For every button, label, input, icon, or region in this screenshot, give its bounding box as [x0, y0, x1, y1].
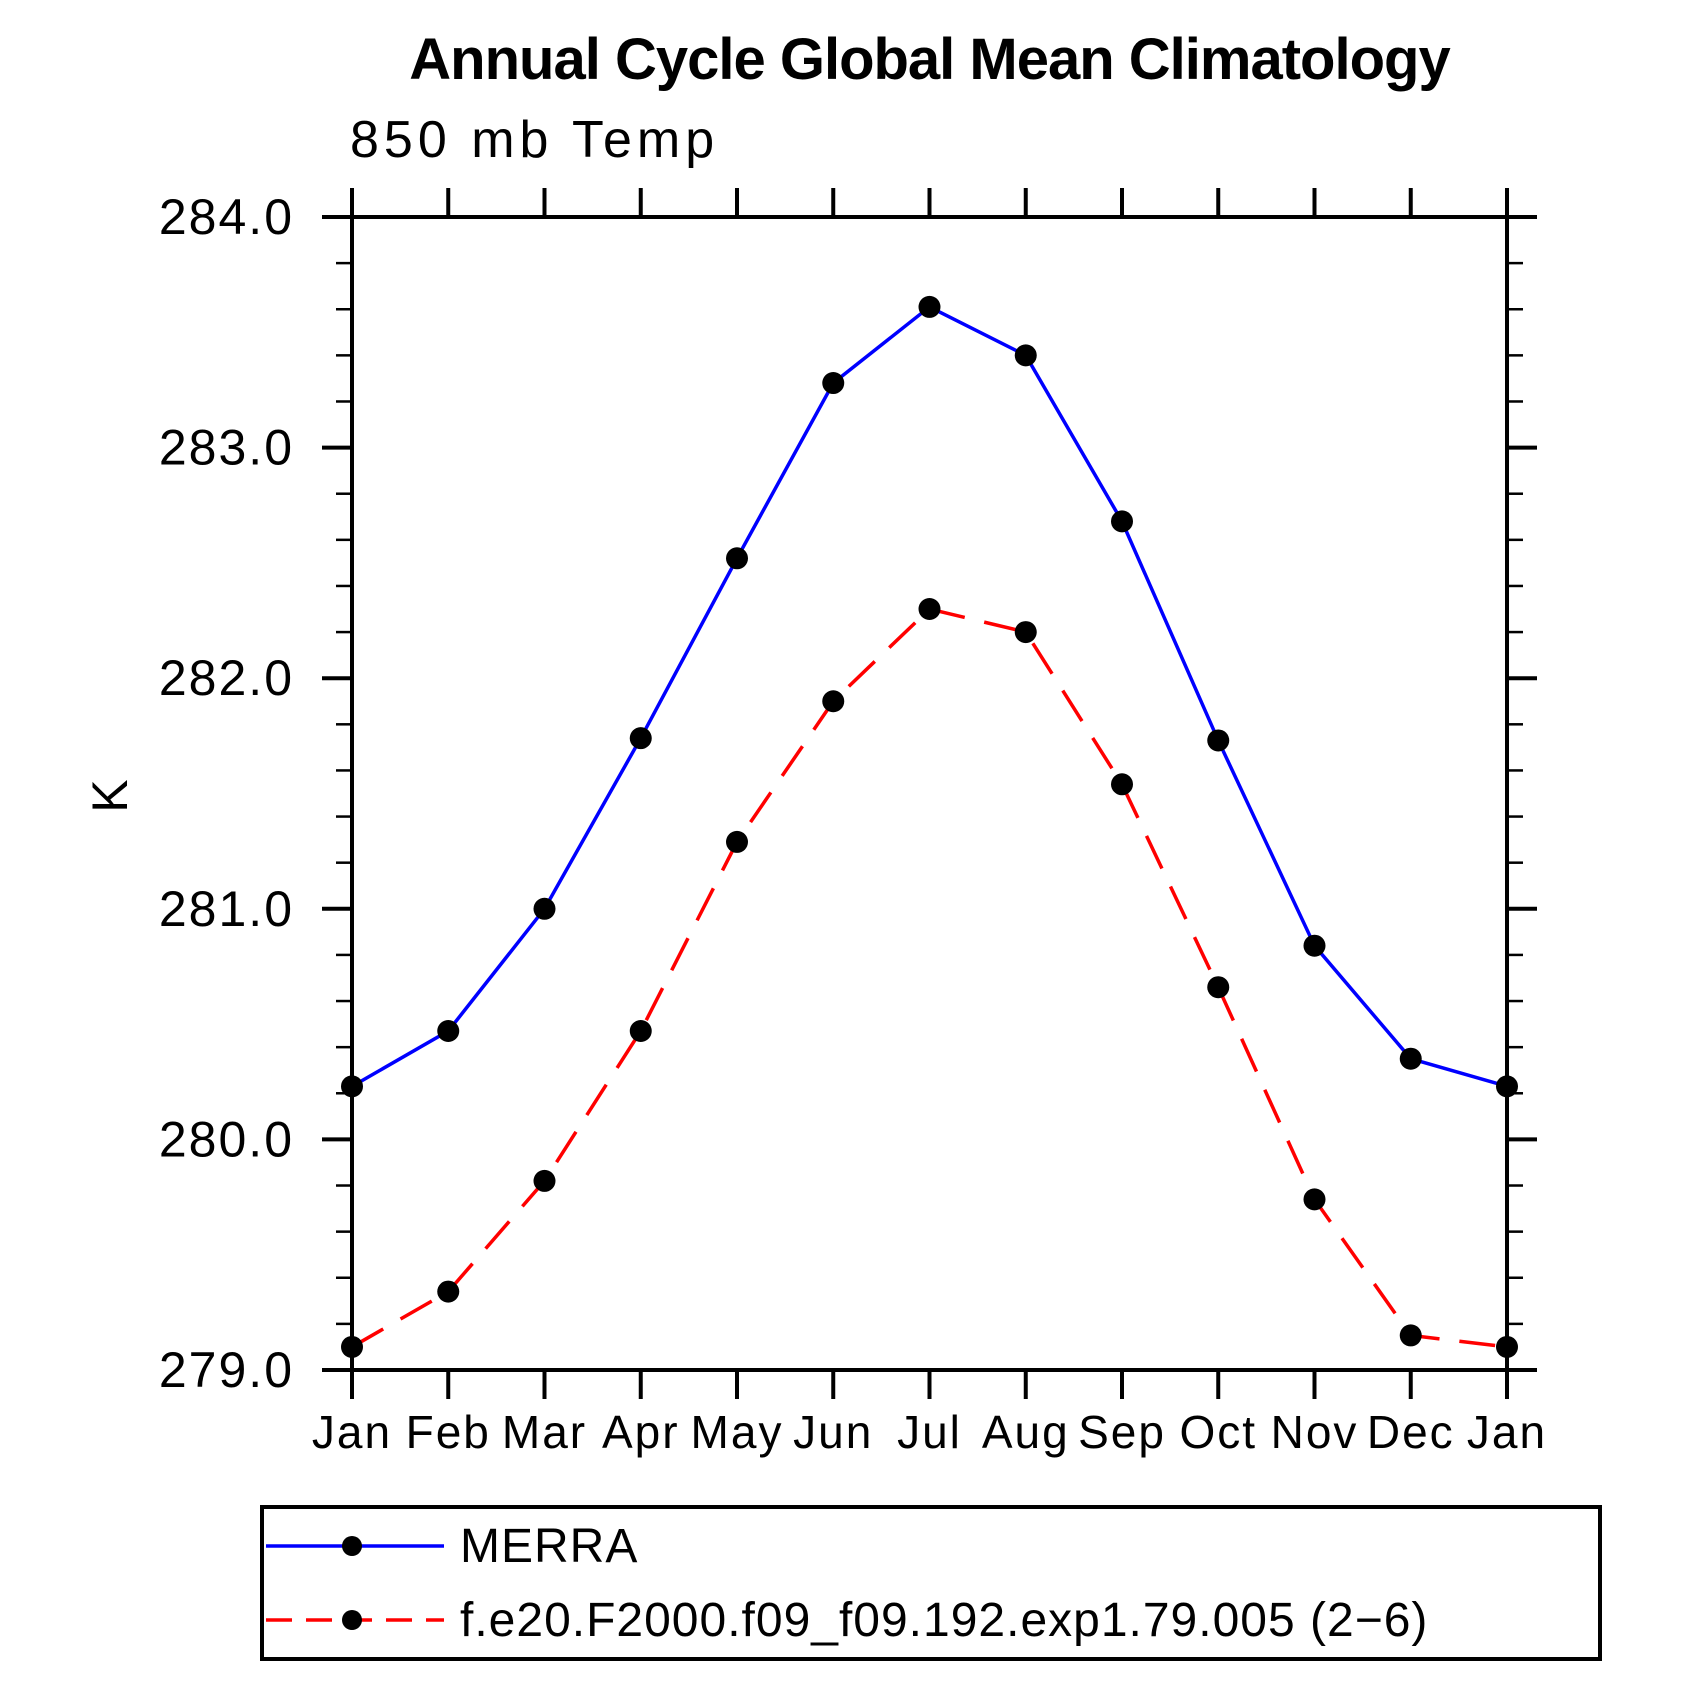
legend-sample-marker: [342, 1536, 362, 1556]
series-marker-merra: [1207, 729, 1230, 752]
series-marker-model: [341, 1335, 363, 1358]
series-marker-model: [629, 1020, 652, 1043]
series-marker-merra: [533, 897, 556, 920]
x-tick-label: Mar: [502, 1406, 587, 1458]
series-marker-merra: [437, 1020, 460, 1043]
series-marker-model: [437, 1280, 460, 1303]
chart-title: Annual Cycle Global Mean Climatology: [409, 27, 1450, 92]
series-marker-model: [1111, 773, 1133, 796]
x-tick-label: Oct: [1179, 1406, 1257, 1458]
legend-item-model: f.e20.F2000.f09_f09.192.exp1.79.005 (2−6…: [264, 1585, 1598, 1655]
chart-subtitle: 850 mb Temp: [350, 111, 720, 169]
series-marker-model: [822, 690, 845, 713]
series-marker-model: [1496, 1335, 1518, 1358]
y-tick-label: 283.0: [159, 420, 294, 476]
plot-frame: [350, 215, 1509, 1372]
legend-sample-marker: [342, 1610, 362, 1630]
legend-label-merra: MERRA: [460, 1519, 639, 1573]
x-tick-label: May: [691, 1406, 784, 1458]
x-tick-label: Jul: [897, 1406, 962, 1458]
series-marker-model: [533, 1169, 556, 1192]
series-marker-merra: [726, 547, 748, 570]
legend-item-merra: MERRA: [264, 1511, 1598, 1581]
series-marker-merra: [1111, 510, 1133, 533]
series-line-merra: [351, 304, 1508, 1089]
series-marker-merra: [1496, 1075, 1518, 1098]
series-marker-merra: [918, 295, 941, 318]
x-tick-label: Dec: [1367, 1406, 1455, 1458]
y-tick-label: 282.0: [159, 650, 294, 706]
x-tick-label: Aug: [982, 1406, 1070, 1458]
x-tick-label: Apr: [602, 1406, 680, 1458]
legend: MERRA f.e20.F2000.f09_f09.192.exp1.79.00…: [260, 1505, 1602, 1661]
series-marker-merra: [341, 1075, 363, 1098]
series-marker-merra: [1014, 344, 1037, 367]
legend-label-model: f.e20.F2000.f09_f09.192.exp1.79.005 (2−6…: [460, 1593, 1429, 1647]
series-marker-merra: [1399, 1047, 1422, 1070]
y-tick-label: 279.0: [159, 1342, 294, 1398]
series-marker-model: [1207, 976, 1230, 999]
x-tick-label: Feb: [406, 1406, 491, 1458]
series-marker-model: [1303, 1188, 1326, 1211]
series-marker-model: [1014, 621, 1037, 644]
series-marker-model: [918, 598, 941, 621]
series-marker-merra: [822, 372, 845, 395]
series-line-model: [351, 607, 1508, 1349]
x-tick-label: Sep: [1078, 1406, 1166, 1458]
x-tick-label: Jun: [793, 1406, 873, 1458]
y-tick-label: 284.0: [159, 189, 294, 245]
y-tick-label: 280.0: [159, 1111, 294, 1167]
y-tick-label: 281.0: [159, 881, 294, 937]
series-marker-model: [1399, 1324, 1422, 1347]
y-axis-title: K: [82, 777, 138, 813]
series-marker-merra: [1303, 934, 1326, 957]
legend-line-sample-model: [266, 1610, 444, 1630]
x-tick-label: Jan: [312, 1406, 392, 1458]
series-marker-merra: [629, 727, 652, 750]
x-tick-label: Nov: [1271, 1406, 1359, 1458]
series-marker-model: [726, 830, 748, 853]
legend-line-sample-merra: [266, 1536, 444, 1556]
x-tick-label: Jan: [1467, 1406, 1547, 1458]
